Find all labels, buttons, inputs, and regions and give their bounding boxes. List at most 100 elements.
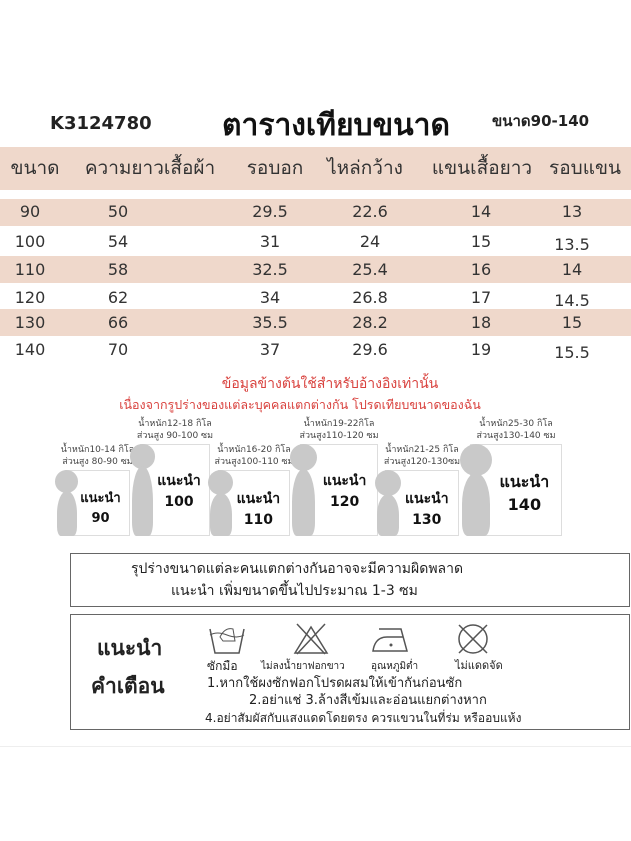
table-cell: 15: [561, 313, 583, 332]
iron-low-icon: [372, 628, 408, 652]
table-cell: 62: [107, 288, 129, 307]
weight-label: น้ำหนัก21-25 กิโล: [385, 445, 459, 455]
recommend-size: 110: [243, 511, 273, 528]
recommend-text: แนะนำ: [236, 490, 281, 507]
table-cell: 32.5: [252, 260, 288, 279]
page-title: ตารางเทียบขนาด: [222, 108, 450, 143]
product-code: K3124780: [50, 113, 152, 134]
weight-label: น้ำหนัก10-14 กิโล: [60, 445, 135, 455]
weight-height-label: น้ำหนัก19-22กิโลส่วนสูง110-120 ซม: [279, 418, 399, 442]
weight-label: น้ำหนัก16-20 กิโล: [217, 445, 291, 455]
weight-label: น้ำหนัก12-18 กิโล: [138, 419, 212, 429]
reference-note: ข้อมูลข้างต้นใช้สำหรับอ้างอิงเท่านั้น: [221, 376, 439, 392]
child-body: [462, 473, 490, 536]
recommend-size: 130: [412, 511, 442, 528]
recommend-label: แนะนำ 140: [492, 472, 556, 515]
child-body: [132, 466, 153, 536]
care-box: แนะนำ คำเตือน ซักมือ ไม่ลงน้ำยาฟอกขาว อุ…: [70, 614, 630, 730]
table-cell: 19: [470, 340, 492, 359]
recommend-label: แนะนำ 130: [401, 490, 453, 529]
table-cell: 26.8: [352, 288, 388, 307]
table-header-band: [0, 147, 631, 190]
table-cell: 120: [14, 288, 46, 307]
weight-height-label: น้ำหนัก10-14 กิโลส่วนสูง 80-90 ซม: [38, 444, 158, 468]
table-cell: 18: [470, 313, 492, 332]
care-label: อุณหภูมิต่ำ: [371, 661, 419, 672]
height-label: ส่วนสูง130-140 ซม: [476, 431, 556, 441]
child-silhouette-icon: [208, 470, 234, 496]
table-cell: 110: [14, 260, 46, 279]
care-line: 2.อย่าแช่ 3.ล้างสีเข้มและอ่อนแยกต่างหาก: [249, 693, 487, 708]
table-cell: 130: [14, 313, 46, 332]
table-cell: 58: [107, 260, 129, 279]
weight-label: น้ำหนัก19-22กิโล: [303, 419, 375, 429]
column-header: ความยาวเสื้อผ้า: [84, 157, 216, 179]
child-body: [57, 490, 77, 536]
table-cell: 70: [107, 340, 129, 359]
table-cell: 25.4: [352, 260, 388, 279]
row-band: [0, 256, 631, 283]
table-cell: 15: [470, 232, 492, 251]
recommend-size: 120: [329, 493, 360, 510]
child-body: [377, 493, 400, 536]
table-cell: 29.6: [352, 340, 388, 359]
table-cell: 140: [14, 340, 46, 359]
weight-height-label: น้ำหนัก25-30 กิโล ส่วนสูง130-140 ซม: [456, 418, 576, 442]
height-label: ส่วนสูง 90-100 ซม: [136, 431, 214, 441]
warning-title: คำเตือน: [91, 674, 165, 698]
child-silhouette-icon: [460, 444, 493, 477]
care-line: 4.อย่าสัมผัสกับแสงแดดโดยตรง ควรแขวนในที่…: [205, 711, 522, 725]
recommend-text: แนะนำ: [157, 472, 201, 489]
table-cell: 22.6: [352, 202, 388, 221]
compare-note: เนื่องจากรูปร่างของแต่ละบุคคลแตกต่างกัน …: [119, 397, 481, 412]
recommend-size: 140: [507, 494, 542, 514]
table-cell: 14: [470, 202, 492, 221]
weight-height-label: น้ำหนัก21-25 กิโลส่วนสูง120-130ซม: [362, 444, 482, 468]
table-cell: 66: [107, 313, 129, 332]
table-cell: 100: [14, 232, 46, 251]
table-cell: 24: [359, 232, 381, 251]
disclaimer-line: รุปร่างขนาดแต่ละคนแตกต่างกันอาจจะมีความผ…: [131, 561, 464, 577]
table-cell: 37: [259, 340, 281, 359]
child-silhouette-icon: [55, 470, 78, 493]
child-silhouette-icon: [130, 444, 155, 469]
table-cell: 90: [19, 202, 41, 221]
table-cell: 34: [259, 288, 281, 307]
table-cell: 13: [561, 202, 583, 221]
hand-wash-icon: [209, 628, 245, 654]
height-label: ส่วนสูง100-110 ซม: [214, 457, 294, 467]
care-title: แนะนำ: [97, 636, 163, 660]
no-bleach-icon: [293, 623, 329, 655]
disclaimer-box: รุปร่างขนาดแต่ละคนแตกต่างกันอาจจะมีความผ…: [70, 553, 630, 607]
care-label: ไม่แดดจัด: [455, 659, 503, 672]
recommend-size: 100: [164, 493, 194, 510]
care-line: 1.หากใช้ผงซักฟอกโปรดผสมให้เข้ากันก่อนซัก: [207, 676, 463, 691]
no-sun-icon: [458, 624, 488, 654]
care-label: ไม่ลงน้ำยาฟอกขาว: [261, 661, 345, 672]
divider: [0, 746, 631, 747]
recommend-text: แนะนำ: [405, 490, 449, 507]
child-body: [292, 468, 316, 536]
recommend-label: แนะนำ 110: [233, 490, 283, 529]
weight-height-label: น้ำหนัก12-18 กิโลส่วนสูง 90-100 ซม: [115, 418, 235, 442]
table-cell: 54: [107, 232, 129, 251]
recommend-text: แนะนำ: [322, 472, 367, 489]
child-body: [210, 493, 232, 536]
table-cell: 31: [259, 232, 281, 251]
height-label: ส่วนสูง120-130ซม: [383, 457, 461, 467]
child-silhouette-icon: [290, 444, 318, 472]
column-header: ขนาด: [10, 157, 60, 179]
table-cell: 35.5: [252, 313, 288, 332]
height-label: ส่วนสูง110-120 ซม: [299, 431, 379, 441]
recommend-text: แนะนำ: [80, 490, 121, 506]
disclaimer-line: แนะนำ เพิ่มขนาดขึ้นไปประมาณ 1-3 ซม: [171, 583, 418, 599]
row-band: [0, 199, 631, 226]
column-header: ไหล่กว้าง: [327, 157, 403, 179]
row-band: [0, 309, 631, 336]
weight-height-label: น้ำหนัก16-20 กิโลส่วนสูง100-110 ซม: [194, 444, 314, 468]
table-cell: 16: [470, 260, 492, 279]
recommend-size: 90: [91, 510, 110, 526]
column-header: รอบอก: [246, 157, 304, 179]
recommend-text: แนะนำ: [499, 471, 550, 491]
height-label: ส่วนสูง 80-90 ซม: [62, 457, 133, 467]
